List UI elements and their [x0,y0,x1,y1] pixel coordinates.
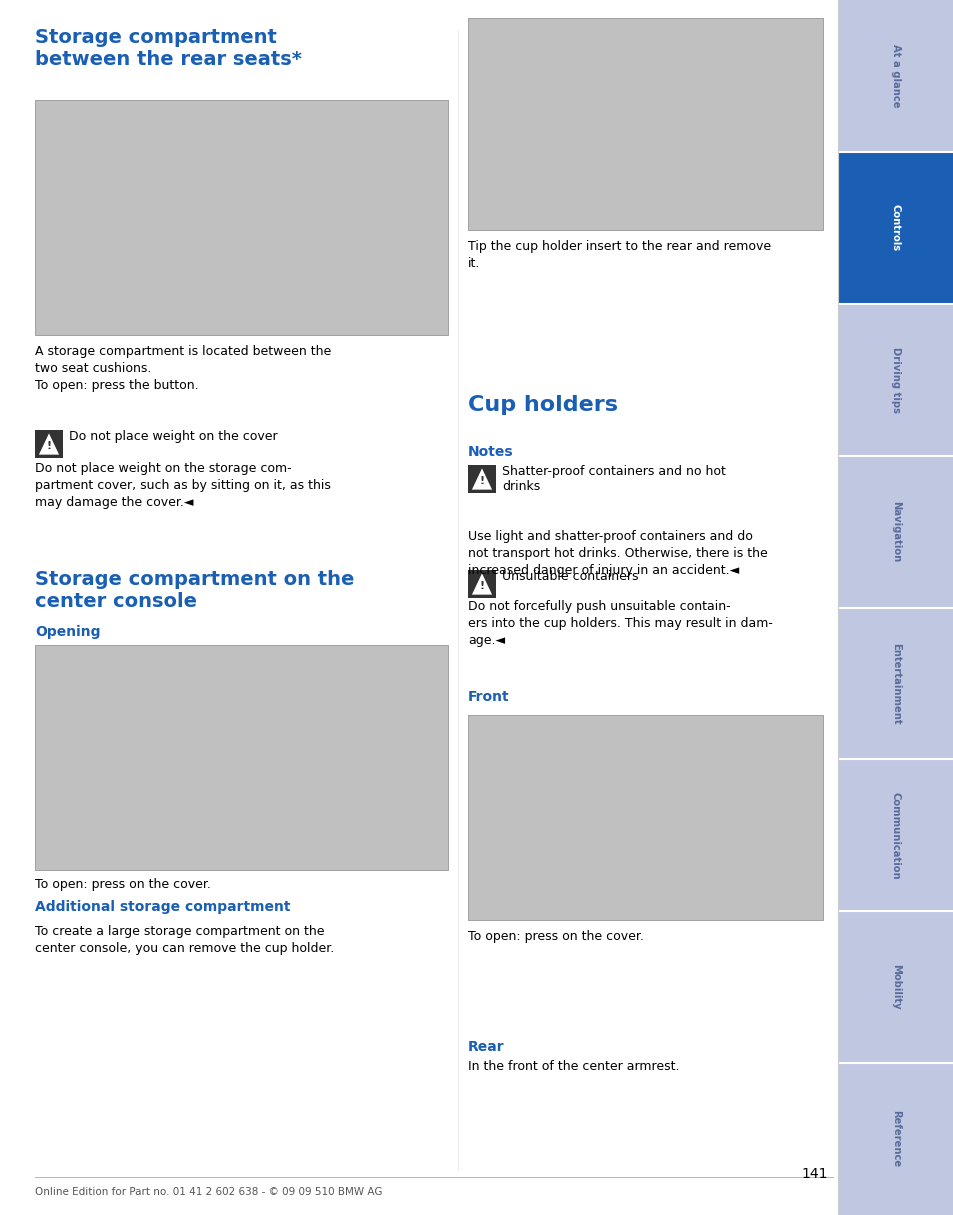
Text: Storage compartment on the
center console: Storage compartment on the center consol… [35,570,354,611]
Bar [837,608,953,759]
Text: Controls: Controls [890,204,900,252]
Bar [35,645,448,870]
Text: Online Edition for Part no. 01 41 2 602 638 - © 09 09 510 BMW AG: Online Edition for Part no. 01 41 2 602 … [35,1187,382,1197]
Text: !: ! [47,441,51,451]
Text: Tip the cup holder insert to the rear and remove
it.: Tip the cup holder insert to the rear an… [468,241,770,270]
Text: 141: 141 [801,1166,827,1181]
Text: Do not forcefully push unsuitable contain-
ers into the cup holders. This may re: Do not forcefully push unsuitable contai… [468,600,772,648]
Bar [837,759,953,911]
Text: Cup holders: Cup holders [468,395,618,416]
Bar [468,465,496,493]
Text: Driving tips: Driving tips [890,346,900,413]
Text: Shatter-proof containers and no hot
drinks: Shatter-proof containers and no hot drin… [501,465,725,493]
Text: !: ! [479,475,484,486]
Text: To create a large storage compartment on the
center console, you can remove the : To create a large storage compartment on… [35,925,334,955]
Text: Unsuitable containers: Unsuitable containers [501,570,638,583]
Text: Do not place weight on the storage com-
partment cover, such as by sitting on it: Do not place weight on the storage com- … [35,462,331,509]
Bar [468,18,822,230]
Text: !: ! [479,581,484,590]
Text: Use light and shatter-proof containers and do
not transport hot drinks. Otherwis: Use light and shatter-proof containers a… [468,530,767,577]
Text: Opening: Opening [35,625,100,639]
Bar [837,911,953,1063]
Text: Additional storage compartment: Additional storage compartment [35,900,291,914]
Text: Reference: Reference [890,1111,900,1168]
Text: To open: press on the cover.: To open: press on the cover. [35,878,211,891]
Text: At a glance: At a glance [890,44,900,108]
Bar [837,304,953,456]
Polygon shape [472,573,492,594]
Polygon shape [472,468,492,490]
Bar [468,570,496,598]
Polygon shape [39,434,59,454]
Text: Storage compartment
between the rear seats*: Storage compartment between the rear sea… [35,28,301,69]
Bar [837,456,953,608]
Text: A storage compartment is located between the
two seat cushions.
To open: press t: A storage compartment is located between… [35,345,331,392]
Text: Rear: Rear [468,1040,504,1053]
Text: Front: Front [468,690,509,703]
Bar [837,1063,953,1215]
Text: Do not place weight on the cover: Do not place weight on the cover [69,430,277,443]
Bar [837,152,953,304]
Text: In the front of the center armrest.: In the front of the center armrest. [468,1059,679,1073]
Text: To open: press on the cover.: To open: press on the cover. [468,929,643,943]
Text: Mobility: Mobility [890,965,900,1010]
Text: Notes: Notes [468,445,513,459]
Bar [35,430,63,458]
Text: Entertainment: Entertainment [890,643,900,724]
Bar [35,100,448,335]
Text: Navigation: Navigation [890,501,900,563]
Bar [468,714,822,920]
Text: Communication: Communication [890,791,900,880]
Bar [837,0,953,152]
